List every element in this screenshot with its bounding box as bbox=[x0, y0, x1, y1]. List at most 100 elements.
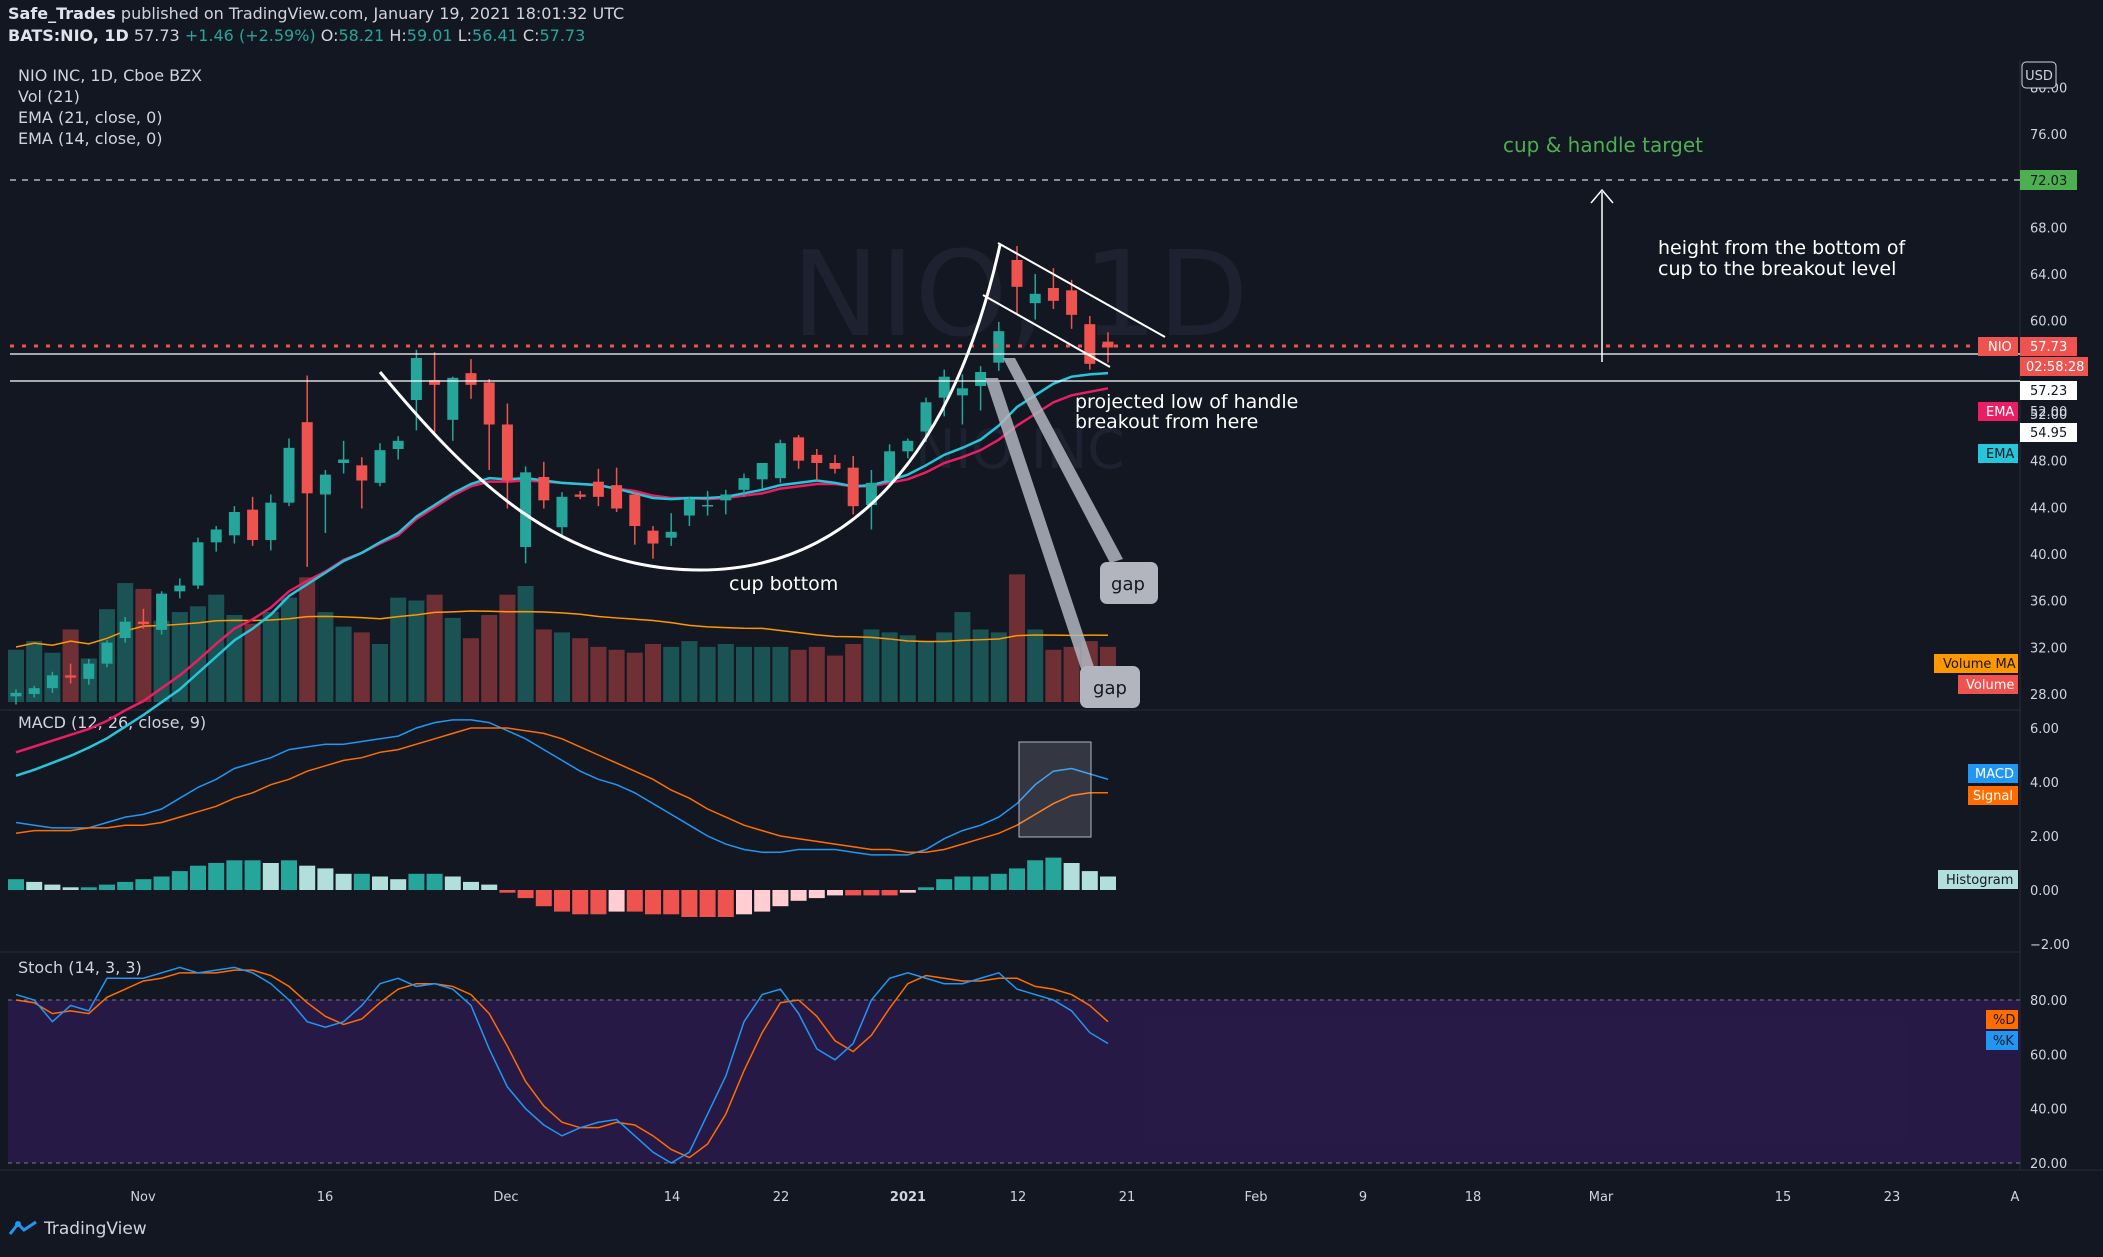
candle bbox=[374, 443, 386, 487]
currency-badge[interactable] bbox=[2021, 61, 2057, 89]
legend-stoch[interactable]: Stoch (14, 3, 3) bbox=[18, 958, 142, 977]
candle-body bbox=[46, 675, 58, 689]
candle bbox=[1102, 332, 1114, 363]
volume-bar bbox=[881, 632, 898, 702]
candle-body bbox=[738, 478, 750, 490]
volume-bar bbox=[863, 629, 880, 702]
handle-top-line[interactable] bbox=[997, 242, 1166, 338]
gap-bubble-1[interactable] bbox=[1100, 562, 1158, 604]
candle bbox=[101, 640, 113, 668]
macd-histogram-bar bbox=[827, 890, 843, 896]
volume-bar bbox=[1027, 629, 1044, 702]
candle-body bbox=[137, 621, 149, 624]
legend-title[interactable]: NIO INC, 1D, Cboe BZX bbox=[18, 66, 203, 85]
macd-histogram-bar bbox=[681, 890, 698, 917]
candle-body bbox=[702, 505, 714, 507]
candle-body bbox=[210, 529, 222, 543]
volume-bar bbox=[845, 644, 862, 702]
tradingview-logo[interactable]: TradingView bbox=[8, 1219, 147, 1239]
macd-histogram-bar bbox=[80, 887, 97, 890]
volume-bar bbox=[335, 626, 352, 702]
stoch-axis-label: 40.00 bbox=[2030, 1103, 2067, 1118]
candle-body bbox=[101, 642, 113, 664]
candle bbox=[920, 397, 932, 442]
price-axis-label: 40.00 bbox=[2030, 548, 2067, 563]
open-label: O: bbox=[320, 26, 339, 45]
cup-bottom-annotation[interactable]: cup bottom bbox=[729, 573, 838, 595]
volume-bar bbox=[590, 646, 607, 702]
handle-bottom-line[interactable] bbox=[982, 294, 1111, 368]
cup-curve[interactable] bbox=[378, 244, 1002, 572]
candle bbox=[410, 349, 422, 431]
macd-histogram-bar bbox=[845, 890, 862, 896]
candle bbox=[174, 578, 186, 599]
legend-ema14[interactable]: EMA (14, close, 0) bbox=[18, 129, 163, 148]
projected-annotation-line2[interactable]: breakout from here bbox=[1075, 411, 1258, 433]
last-price-tag bbox=[2020, 337, 2077, 356]
macd-histogram-bar bbox=[1100, 876, 1116, 890]
volume-bar bbox=[1009, 574, 1025, 702]
candle bbox=[228, 506, 240, 544]
countdown-text: 02:58:28 bbox=[2026, 360, 2084, 375]
candle-body bbox=[429, 380, 441, 385]
candle bbox=[574, 491, 586, 500]
time-axis-label: 21 bbox=[1119, 1190, 1136, 1205]
candle-body bbox=[392, 440, 404, 449]
volume-bar bbox=[699, 646, 716, 702]
projected-annotation-line1[interactable]: projected low of handle bbox=[1075, 391, 1298, 413]
legend-ema21[interactable]: EMA (21, close, 0) bbox=[18, 108, 163, 127]
stoch-k-line bbox=[15, 966, 1109, 1164]
macd-histogram-bar bbox=[8, 879, 24, 890]
volume-bar bbox=[918, 641, 934, 702]
candle bbox=[865, 470, 877, 530]
gap-label-1: gap bbox=[1111, 574, 1145, 595]
macd-histogram-bar bbox=[62, 887, 79, 890]
candle-body bbox=[283, 447, 295, 503]
gap-callout-wedge-1 bbox=[1003, 358, 1123, 563]
legend-vol[interactable]: Vol (21) bbox=[18, 87, 80, 106]
candle bbox=[611, 467, 623, 512]
candle-body bbox=[720, 494, 732, 501]
macd-histogram-bar bbox=[626, 890, 643, 912]
candle-body bbox=[447, 377, 459, 420]
symbol-name[interactable]: BATS:NIO, 1D bbox=[8, 26, 129, 45]
height-annotation-line2[interactable]: cup to the breakout level bbox=[1658, 258, 1896, 280]
line-price-tag-1 bbox=[2020, 381, 2077, 400]
volume-bar bbox=[408, 600, 425, 702]
candle-body bbox=[410, 358, 422, 400]
stoch-band bbox=[8, 1000, 2020, 1163]
volume-bar bbox=[499, 594, 516, 702]
candle bbox=[902, 438, 914, 459]
time-axis-label: Feb bbox=[1244, 1190, 1267, 1205]
volume-tag bbox=[1958, 675, 2018, 694]
macd-histogram-bar bbox=[99, 884, 115, 890]
volume-bar bbox=[281, 597, 297, 702]
volume-ma-line bbox=[15, 610, 1109, 648]
histogram-tag-text: Histogram bbox=[1946, 873, 2013, 888]
target-annotation[interactable]: cup & handle target bbox=[1503, 133, 1703, 157]
author-name[interactable]: Safe_Trades bbox=[8, 4, 116, 23]
candle bbox=[956, 374, 968, 425]
macd-histogram-bar bbox=[918, 887, 934, 890]
candle bbox=[665, 513, 677, 546]
published-text: published on TradingView.com, January 19… bbox=[120, 4, 625, 23]
price-change: +1.46 (+2.59%) bbox=[184, 26, 316, 45]
time-axis-label: 9 bbox=[1359, 1190, 1367, 1205]
macd-histogram-bar bbox=[517, 890, 534, 899]
candle bbox=[829, 454, 841, 474]
gap-bubble-2[interactable] bbox=[1080, 666, 1140, 708]
height-annotation-line1[interactable]: height from the bottom of bbox=[1658, 237, 1906, 259]
price-axis-label: 28.00 bbox=[2030, 688, 2067, 703]
macd-histogram-bar bbox=[171, 871, 188, 890]
macd-highlight-box[interactable] bbox=[1018, 741, 1092, 838]
candle-body bbox=[774, 443, 786, 479]
candle-body bbox=[465, 373, 477, 385]
candle bbox=[1011, 246, 1023, 314]
candle-body bbox=[920, 402, 932, 432]
time-axis-label: 23 bbox=[1884, 1190, 1901, 1205]
legend-macd[interactable]: MACD (12, 26, close, 9) bbox=[18, 713, 207, 732]
volume-bar bbox=[736, 646, 752, 702]
volume-bar bbox=[772, 646, 789, 702]
candle-body bbox=[847, 467, 859, 507]
